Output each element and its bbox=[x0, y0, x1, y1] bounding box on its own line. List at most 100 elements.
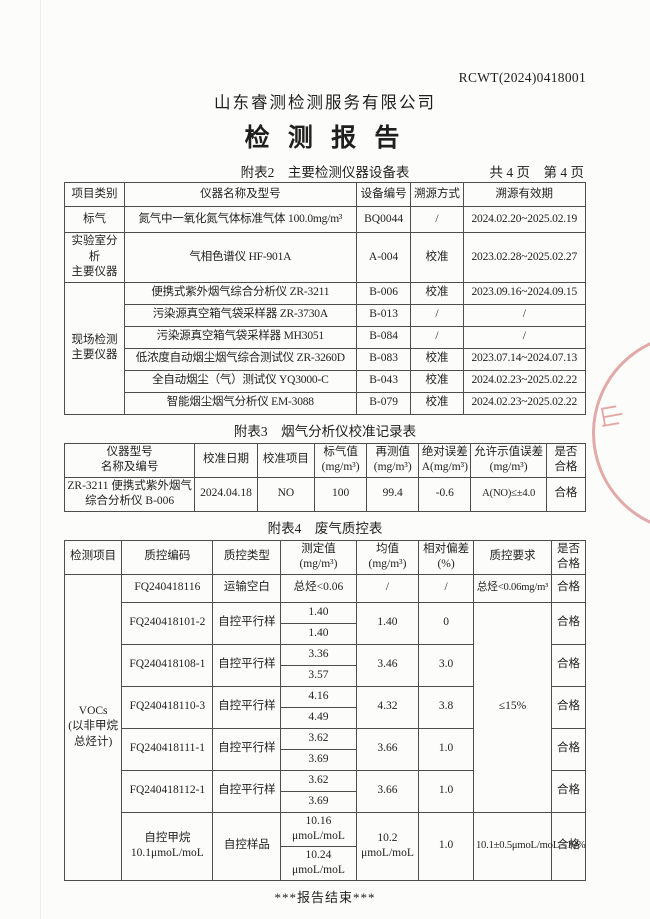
validity-cell: 2024.02.23~2025.02.22 bbox=[462, 391, 587, 415]
pass-cell: 合格 bbox=[551, 811, 586, 881]
qc-req-shared-cell: ≤15% bbox=[472, 601, 553, 813]
validity-cell: 2024.02.23~2025.02.22 bbox=[462, 369, 587, 393]
instrument-cell: 智能烟尘烟气分析仪 EM-3088 bbox=[123, 391, 357, 415]
qc-code-cell: FQ240418112-1 bbox=[121, 769, 214, 813]
scan-page-edge bbox=[40, 0, 41, 919]
qc-code-cell: FQ240418101-2 bbox=[121, 601, 214, 645]
instruments-table: 项目类别 仪器名称及型号 设备编号 溯源方式 溯源有效期 标气 氮气中一氧化氮气… bbox=[64, 182, 587, 415]
col-instrument-name: 仪器名称及型号 bbox=[123, 182, 357, 207]
col-abs-error: 绝对误差 A(mg/m³) bbox=[418, 442, 472, 478]
table-row: 实验室分析 主要仪器 气相色谱仪 HF-901A A-004 校准 2023.0… bbox=[64, 232, 587, 283]
mean-cell: 3.66 bbox=[355, 769, 420, 813]
measured-cell: 3.62 bbox=[280, 727, 357, 750]
qc-type-cell: 自控平行样 bbox=[212, 601, 282, 645]
col-trace-validity: 溯源有效期 bbox=[462, 182, 587, 207]
mean-cell: / bbox=[355, 573, 420, 603]
col-qc-req: 质控要求 bbox=[472, 539, 553, 575]
pass-cell: 合格 bbox=[551, 685, 586, 729]
col-device-no: 设备编号 bbox=[355, 182, 412, 207]
qc-code-cell: FQ240418110-3 bbox=[121, 685, 214, 729]
table-row: FQ240418112-1 自控平行样 3.62 3.66 1.0 合格 bbox=[65, 769, 586, 813]
device-no-cell: B-084 bbox=[355, 325, 412, 349]
col-rel-dev: 相对偏差 (%) bbox=[418, 539, 474, 575]
device-no-cell: B-043 bbox=[355, 369, 412, 393]
rel-dev-cell: 1.0 bbox=[418, 727, 474, 771]
measured-cell: 3.36 bbox=[280, 643, 357, 666]
table-row: 智能烟尘烟气分析仪 EM-3088 B-079 校准 2024.02.23~20… bbox=[65, 391, 587, 415]
col-trace-method: 溯源方式 bbox=[410, 182, 464, 207]
col-cal-date: 校准日期 bbox=[194, 442, 258, 478]
table-header-row: 项目类别 仪器名称及型号 设备编号 溯源方式 溯源有效期 bbox=[64, 182, 587, 207]
trace-method-cell: 校准 bbox=[410, 391, 464, 415]
col-qc-code: 质控编码 bbox=[121, 539, 214, 575]
qc-type-cell: 自控样品 bbox=[212, 811, 282, 881]
table-row: FQ240418111-1 自控平行样 3.62 3.66 1.0 合格 bbox=[65, 727, 586, 771]
measured-cell: 3.62 bbox=[280, 769, 357, 792]
measured-cell: 1.40 bbox=[280, 622, 357, 645]
qc-req-cell: 总烃<0.06mg/m³ bbox=[472, 573, 553, 603]
table-row: 现场检测 主要仪器 便携式紫外烟气综合分析仪 ZR-3211 B-006 校准 … bbox=[64, 281, 587, 415]
measured-cell: 4.16 bbox=[280, 685, 357, 708]
col-pass: 是否 合格 bbox=[545, 442, 587, 478]
table2-caption-row: 附表2 主要检测仪器设备表 共 4 页 第 4 页 bbox=[64, 161, 586, 181]
measured-cell: 4.49 bbox=[280, 706, 357, 729]
page-count: 共 4 页 第 4 页 bbox=[489, 165, 585, 180]
table2-caption: 附表2 主要检测仪器设备表 bbox=[240, 165, 410, 180]
retest-value-cell: 99.4 bbox=[366, 476, 420, 512]
col-instrument-id: 仪器型号 名称及编号 bbox=[63, 442, 196, 478]
validity-cell: 2024.02.20~2025.02.19 bbox=[462, 206, 587, 233]
device-no-cell: B-006 bbox=[355, 281, 412, 305]
measured-cell: 10.24 μmoL/moL bbox=[280, 845, 357, 881]
instrument-cell: 氮气中一氧化氮气体标准气体 100.0mg/m³ bbox=[123, 206, 357, 233]
measured-cell: 3.69 bbox=[280, 790, 357, 813]
table-header-row: 检测项目 质控编码 质控类型 测定值 (mg/m³) 均值 (mg/m³) 相对… bbox=[63, 539, 586, 575]
rel-dev-cell: / bbox=[418, 573, 474, 603]
table-row: 10.24 μmoL/moL bbox=[65, 845, 586, 881]
qc-code-cell: FQ240418108-1 bbox=[121, 643, 214, 687]
table-row: 污染源真空箱气袋采样器 MH3051 B-084 / / bbox=[65, 325, 587, 349]
col-qc-type: 质控类型 bbox=[212, 539, 282, 575]
mean-cell: 1.40 bbox=[355, 601, 420, 645]
instrument-cell: 全自动烟尘（气）测试仪 YQ3000-C bbox=[123, 369, 357, 393]
table-row: VOCs (以非甲烷 总烃计) FQ240418116 运输空白 总烃<0.06… bbox=[63, 573, 586, 881]
report-title: 检 测 报 告 bbox=[244, 125, 406, 152]
table-row: 3.57 bbox=[65, 664, 586, 687]
col-allowed-error: 允许示值误差 (mg/m³) bbox=[470, 442, 547, 478]
device-no-cell: B-013 bbox=[355, 303, 412, 327]
table4-caption: 附表4 废气质控表 bbox=[267, 520, 383, 536]
col-pass: 是否 合格 bbox=[551, 539, 586, 575]
cal-date-cell: 2024.04.18 bbox=[194, 476, 258, 512]
mean-cell: 4.32 bbox=[355, 685, 420, 729]
mean-cell: 10.2 μmoL/moL bbox=[355, 811, 420, 881]
category-cell: 实验室分析 主要仪器 bbox=[64, 232, 125, 283]
instrument-id-cell: ZR-3211 便携式紫外烟气 综合分析仪 B-006 bbox=[63, 476, 196, 512]
instrument-cell: 低浓度自动烟尘烟气综合测试仪 ZR-3260D bbox=[123, 347, 357, 371]
cal-item-cell: NO bbox=[256, 476, 316, 512]
instrument-cell: 气相色谱仪 HF-901A bbox=[123, 232, 357, 283]
table-row: FQ240418108-1 自控平行样 3.36 3.46 3.0 合格 bbox=[65, 643, 586, 687]
validity-cell: 2023.07.14~2024.07.13 bbox=[462, 347, 587, 371]
measured-cell: 1.40 bbox=[280, 601, 357, 624]
calibration-table: 仪器型号 名称及编号 校准日期 校准项目 标气值 (mg/m³) 再测值 (mg… bbox=[63, 442, 587, 512]
col-project-category: 项目类别 bbox=[64, 182, 125, 207]
pass-cell: 合格 bbox=[551, 727, 586, 771]
category-cell: 现场检测 主要仪器 bbox=[64, 281, 125, 415]
col-mean: 均值 (mg/m³) bbox=[355, 539, 420, 575]
qc-type-cell: 自控平行样 bbox=[212, 769, 282, 813]
validity-cell: / bbox=[462, 325, 587, 349]
pass-cell: 合格 bbox=[551, 573, 586, 603]
rel-dev-cell: 1.0 bbox=[418, 769, 474, 813]
table3-caption: 附表3 烟气分析仪校准记录表 bbox=[233, 423, 417, 439]
qc-type-cell: 自控平行样 bbox=[212, 685, 282, 729]
trace-method-cell: / bbox=[410, 303, 464, 327]
instrument-cell: 污染源真空箱气袋采样器 MH3051 bbox=[123, 325, 357, 349]
col-cal-item: 校准项目 bbox=[256, 442, 316, 478]
table-row: 自控甲烷 10.1μmoL/moL 自控样品 10.16 μmoL/moL 10… bbox=[65, 811, 586, 881]
validity-cell: / bbox=[462, 303, 587, 327]
pass-cell: 合格 bbox=[551, 601, 586, 645]
measured-cell: 总烃<0.06 bbox=[280, 573, 357, 603]
trace-method-cell: 校准 bbox=[410, 281, 464, 305]
qc-type-cell: 运输空白 bbox=[212, 573, 282, 603]
mean-cell: 3.46 bbox=[355, 643, 420, 687]
validity-cell: 2023.09.16~2024.09.15 bbox=[462, 281, 587, 305]
